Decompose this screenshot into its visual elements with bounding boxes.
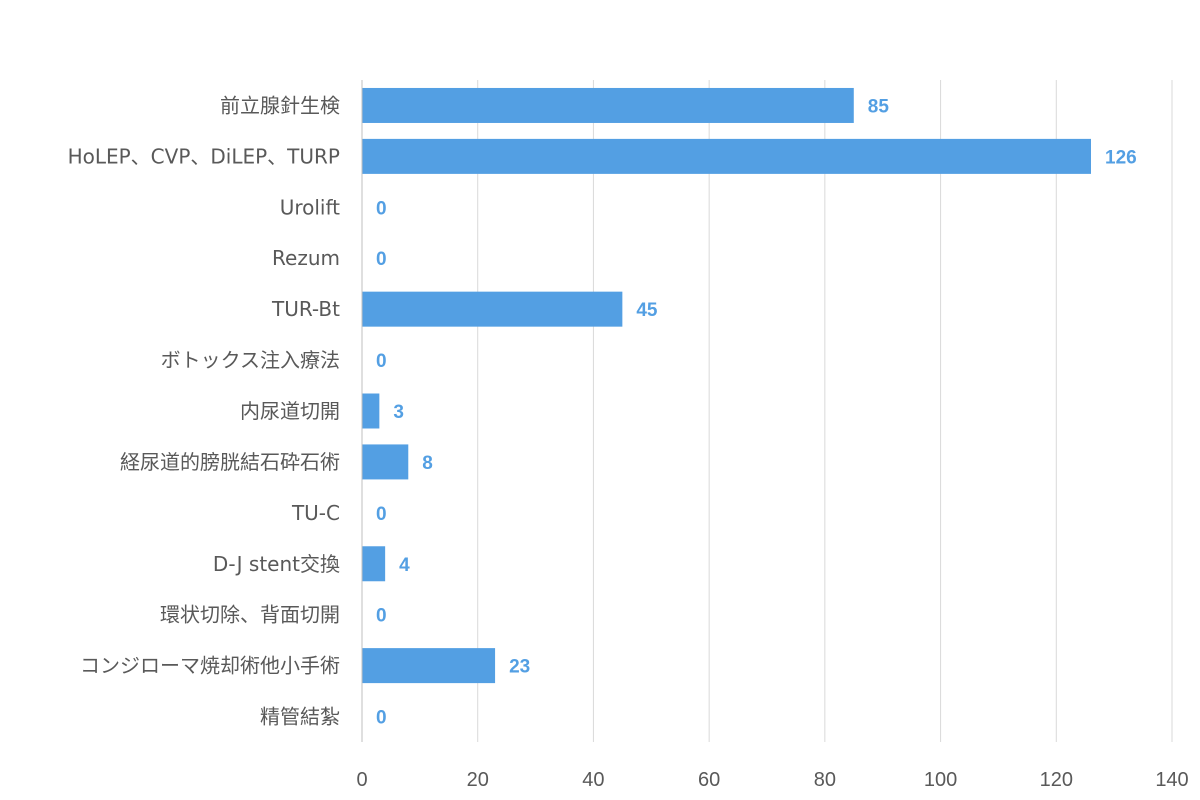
- data-label: 4: [399, 555, 410, 576]
- x-tick-label: 20: [467, 769, 489, 791]
- x-tick-label: 60: [698, 769, 720, 791]
- bar: [362, 138, 1091, 174]
- bar: [362, 546, 386, 582]
- x-tick-label: 140: [1155, 769, 1188, 791]
- category-label: 前立腺針生検: [220, 93, 340, 117]
- data-label: 0: [376, 708, 387, 729]
- data-label: 0: [376, 198, 387, 219]
- data-label: 85: [868, 96, 890, 117]
- data-label: 3: [393, 402, 404, 423]
- x-tick-labels: 0 20 40 60 80 100 120 140: [356, 769, 1188, 791]
- category-label: 精管結紮: [260, 705, 340, 729]
- category-label: 内尿道切開: [240, 399, 340, 423]
- bar: [362, 444, 409, 480]
- category-label: 環状切除、背面切開: [160, 603, 340, 627]
- bar: [362, 648, 496, 684]
- category-label: ボトックス注入療法: [161, 348, 340, 372]
- x-tick-label: 120: [1040, 769, 1073, 791]
- data-label: 0: [376, 606, 387, 627]
- data-labels: 85 126 0 0 45 0 3 8 0 4 0 23 0: [376, 96, 1137, 728]
- category-label: TU-C: [291, 501, 340, 525]
- category-label: HoLEP、CVP、DiLEP、TURP: [68, 144, 340, 168]
- x-tick-label: 40: [582, 769, 604, 791]
- x-tick-label: 100: [924, 769, 957, 791]
- bar: [362, 393, 380, 429]
- bar: [362, 87, 854, 123]
- data-label: 45: [636, 300, 658, 321]
- data-label: 0: [376, 249, 387, 270]
- data-label: 23: [509, 657, 530, 678]
- category-label: Rezum: [272, 246, 340, 270]
- data-label: 8: [422, 453, 433, 474]
- category-labels: 前立腺針生検 HoLEP、CVP、DiLEP、TURP Urolift Rezum TU…: [68, 93, 341, 728]
- gridlines: [477, 80, 1173, 742]
- data-label: 0: [376, 351, 387, 372]
- category-label: 経尿道的膀胱結石砕石術: [120, 450, 340, 474]
- bar: [362, 291, 623, 327]
- x-tick-label: 80: [814, 769, 836, 791]
- bars: [362, 87, 1091, 684]
- data-label: 0: [376, 504, 387, 525]
- x-tick-label: 0: [356, 769, 367, 791]
- category-label: TUR-Bt: [271, 297, 340, 321]
- category-label: コンジローマ焼却術他小手術: [80, 654, 340, 678]
- data-label: 126: [1105, 147, 1137, 168]
- category-label: Urolift: [280, 195, 340, 219]
- category-label: D-J stent交換: [213, 552, 340, 576]
